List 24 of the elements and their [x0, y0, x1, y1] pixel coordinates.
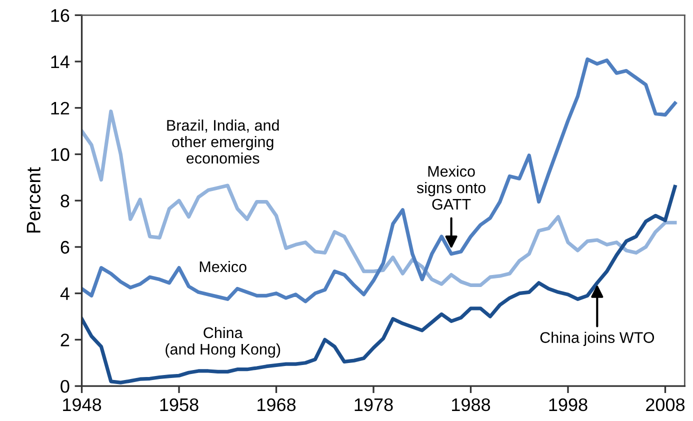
x-tick-label: 1978	[354, 398, 393, 412]
y-tick-label: 16	[51, 9, 70, 22]
text: Brazil, India, and other emerging economies	[167, 120, 279, 164]
y-tick-label: 10	[51, 148, 70, 161]
x-tick-label: 2008	[646, 398, 685, 412]
x-tick-label: 1998	[549, 398, 588, 412]
y-tick-label: 4	[60, 287, 70, 300]
series-label: Mexico	[200, 260, 246, 272]
x-tick-label: 1948	[63, 398, 102, 412]
y-tick-label: 14	[51, 56, 70, 68]
y-tick-label: 2	[60, 334, 70, 346]
x-tick-label: 1968	[258, 398, 296, 412]
line-series	[82, 57, 677, 304]
x-tick-label: 1988	[452, 398, 490, 412]
y-tick-label: 6	[60, 240, 70, 254]
annotation: China joins WTO	[540, 332, 654, 346]
annotation: Mexico signs onto GATT	[416, 166, 486, 210]
line-series	[82, 110, 677, 288]
y-tick-label: 0	[60, 380, 70, 393]
y-axis-title: Percent	[26, 167, 40, 233]
y-tick-label: 12	[51, 102, 70, 114]
series-label: China (and Hong Kong)	[166, 326, 280, 358]
x-tick-label: 1958	[160, 398, 198, 412]
y-tick-label: 8	[60, 194, 70, 208]
